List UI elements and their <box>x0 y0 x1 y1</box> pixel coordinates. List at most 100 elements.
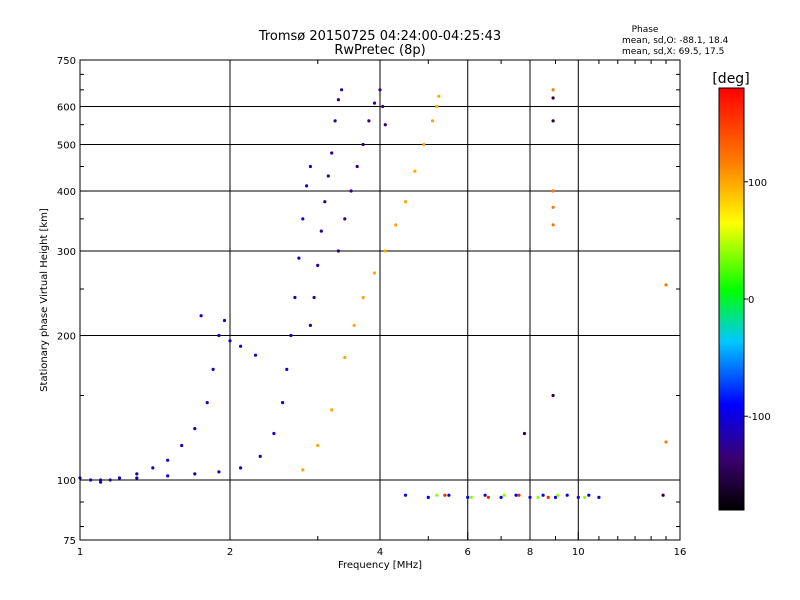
data-point <box>361 295 365 300</box>
data-point <box>435 104 439 109</box>
data-point <box>383 123 387 127</box>
colorbar-tick-label: 100 <box>748 178 767 189</box>
data-point <box>293 295 297 300</box>
data-point <box>308 323 312 327</box>
data-point <box>431 119 435 123</box>
data-point <box>372 101 377 105</box>
data-point <box>330 408 334 412</box>
data-point <box>546 495 550 499</box>
x-tick-label: 4 <box>377 547 383 558</box>
data-point <box>502 493 506 497</box>
data-point <box>301 468 305 472</box>
data-point <box>447 493 451 497</box>
data-point <box>217 333 221 338</box>
x-tick-label: 1 <box>77 547 83 558</box>
data-point <box>333 119 337 123</box>
data-point <box>551 205 555 209</box>
data-point <box>551 189 555 193</box>
x-axis-ticks: 1 2 4 6 8 10 16 <box>77 60 687 558</box>
data-point <box>413 169 417 173</box>
data-point <box>297 256 301 260</box>
data-point <box>597 495 601 499</box>
x-tick-label: 8 <box>527 547 533 558</box>
data-point <box>528 495 532 499</box>
data-point <box>587 493 591 497</box>
data-point <box>394 223 398 227</box>
data-point <box>443 493 447 497</box>
data-point <box>514 493 518 497</box>
data-point <box>437 94 441 98</box>
data-point <box>426 495 430 499</box>
data-point <box>583 495 587 499</box>
data-point <box>378 88 382 92</box>
data-point <box>89 478 93 482</box>
data-point <box>166 458 170 462</box>
data-points <box>78 88 668 499</box>
data-point <box>211 367 215 371</box>
x-axis-label: Frequency [MHz] <box>338 560 422 571</box>
data-point <box>551 393 555 398</box>
data-point <box>135 472 139 476</box>
y-axis-label: Stationary phase Virtual Height [km] <box>39 208 50 392</box>
data-point <box>316 443 320 448</box>
data-point <box>305 184 309 188</box>
x-tick-label: 10 <box>572 547 585 558</box>
y-tick-label: 400 <box>57 187 76 198</box>
data-point <box>99 478 103 482</box>
x-tick-label: 16 <box>674 547 687 558</box>
data-point <box>435 493 439 497</box>
data-point <box>551 119 555 123</box>
data-point <box>551 88 555 92</box>
data-point <box>381 104 385 109</box>
grid-lines <box>80 60 680 540</box>
data-point <box>372 271 377 275</box>
data-point <box>222 318 227 323</box>
data-point <box>553 495 558 499</box>
data-point <box>289 333 293 338</box>
data-point <box>193 472 197 476</box>
data-point <box>272 431 276 436</box>
data-point <box>367 119 371 123</box>
data-point <box>536 495 540 499</box>
data-point <box>336 98 340 102</box>
y-tick-label: 750 <box>57 56 76 67</box>
data-point <box>166 474 170 478</box>
data-point <box>330 151 334 155</box>
data-point <box>239 344 243 348</box>
data-point <box>661 493 665 497</box>
data-point <box>312 295 316 300</box>
data-point <box>151 466 155 470</box>
data-point <box>517 493 521 497</box>
data-point <box>664 283 668 287</box>
data-point <box>551 223 555 227</box>
colorbar-tick-label: -100 <box>748 412 771 423</box>
y-tick-label: 300 <box>57 247 76 258</box>
phase-stats-o: mean, sd,O: -88.1, 18.4 <box>622 36 729 46</box>
y-tick-label: 75 <box>63 536 76 547</box>
data-point <box>352 323 356 327</box>
data-point <box>135 476 139 480</box>
data-point <box>308 164 312 169</box>
colorbar-tick-label: 0 <box>748 295 754 306</box>
y-tick-label: 200 <box>57 332 76 343</box>
data-point <box>556 493 560 497</box>
data-point <box>117 476 122 480</box>
data-point <box>239 466 243 470</box>
y-axis-ticks: 75 100 200 300 400 500 600 750 <box>57 56 680 547</box>
data-point <box>483 493 487 497</box>
data-point <box>343 217 347 221</box>
data-point <box>422 142 426 147</box>
data-point <box>285 367 289 371</box>
data-point <box>228 339 232 343</box>
data-point <box>217 470 221 474</box>
chart-title: Tromsø 20150725 04:24:00-04:25:43 <box>258 29 501 44</box>
data-point <box>541 493 545 497</box>
data-point <box>355 164 359 169</box>
data-point <box>253 353 258 357</box>
data-point <box>576 495 580 499</box>
y-tick-label: 100 <box>57 476 76 487</box>
data-point <box>205 401 209 405</box>
data-point <box>403 200 408 204</box>
x-tick-label: 6 <box>465 547 471 558</box>
